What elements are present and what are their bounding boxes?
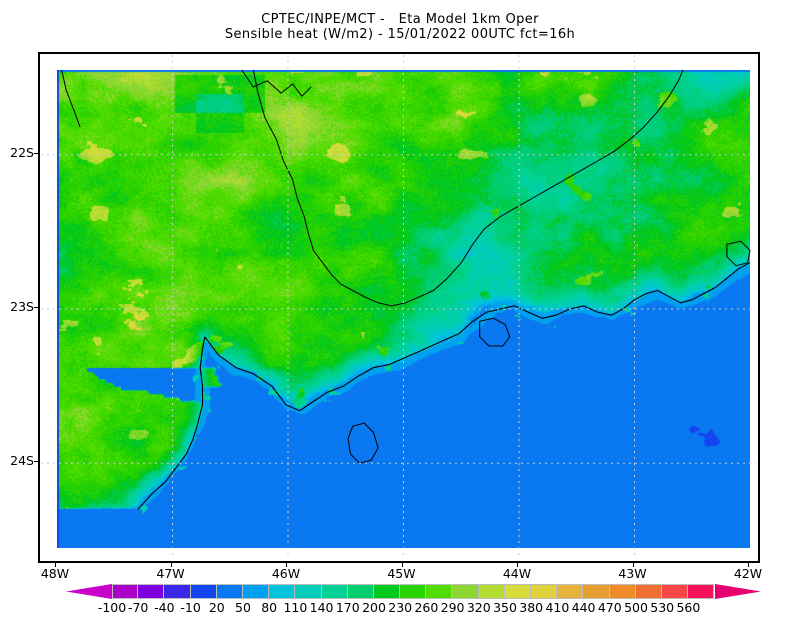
map-boundary-line xyxy=(347,422,379,464)
colorbar-tick-label: 260 xyxy=(414,600,439,615)
y-axis-tick-mark xyxy=(34,461,40,463)
colorbar-swatch xyxy=(242,584,270,599)
colorbar-swatch xyxy=(138,584,165,599)
colorbar-swatch xyxy=(295,584,322,599)
y-axis-tick-mark xyxy=(34,307,40,308)
x-axis-tick-label: 47W xyxy=(156,566,185,581)
x-axis-tick-mark xyxy=(55,561,56,567)
colorbar-swatch xyxy=(609,584,636,599)
colorbar-swatch xyxy=(347,584,374,599)
map-boundary-line xyxy=(726,240,751,267)
colorbar-tick-label: 530 xyxy=(650,600,675,615)
colorbar-swatch xyxy=(426,584,453,599)
colorbar-tick-label: 380 xyxy=(519,600,544,615)
x-axis-tick-label: 42W xyxy=(733,566,763,581)
x-axis-tick-mark xyxy=(632,561,634,567)
colorbar-high-arrow xyxy=(715,584,761,599)
colorbar-swatch xyxy=(216,584,243,599)
colorbar-labels: -100 -70 -40 -10 20 50 80 110 140 170 200 230 260 290… xyxy=(0,600,800,616)
colorbar-tick-label: 410 xyxy=(545,600,570,615)
x-axis-tick-mark xyxy=(170,561,172,567)
colorbar-tick-label: -40 xyxy=(154,600,175,615)
colorbar-tick-label: 290 xyxy=(440,600,465,615)
colorbar-tick-label: 170 xyxy=(335,600,360,615)
colorbar-tick-label: 80 xyxy=(261,600,278,615)
map-boundary-line xyxy=(479,317,511,347)
colorbar-tick-label: 320 xyxy=(466,600,491,615)
colorbar-tick-label: 200 xyxy=(362,600,386,615)
colorbar-tick-label: 500 xyxy=(624,600,648,615)
x-axis-tick-label: 43W xyxy=(618,566,647,581)
x-axis-tick-label: 48W xyxy=(40,566,70,581)
x-axis-tick-mark xyxy=(517,561,518,567)
map-boundary-line xyxy=(252,69,434,307)
map-boundary-line xyxy=(433,69,684,291)
colorbar-swatch xyxy=(373,584,401,599)
colorbar-tick-label: 140 xyxy=(309,600,334,615)
x-axis-tick-mark xyxy=(748,561,749,567)
colorbar-swatch xyxy=(190,584,217,599)
colorbar-swatch xyxy=(269,584,296,599)
colorbar-tick-label: 110 xyxy=(283,600,308,615)
title-line-2: Sensible heat (W/m2) - 15/01/2022 00UTC … xyxy=(224,27,576,42)
map-boundary-line xyxy=(61,69,81,128)
colorbar-swatch xyxy=(504,584,531,599)
title-line-1: CPTEC/INPE/MCT - Eta Model 1km Oper xyxy=(261,12,539,27)
colorbar-swatch xyxy=(688,584,715,599)
colorbar-swatch xyxy=(635,584,662,599)
y-axis-tick-label: 22S xyxy=(10,144,34,160)
colorbar-tick-label: 350 xyxy=(493,600,517,615)
map-plot-frame xyxy=(38,52,760,563)
colorbar-swatch xyxy=(164,584,191,599)
colorbar-tick-label: 20 xyxy=(208,600,225,615)
colorbar-swatch xyxy=(583,584,610,599)
map-boundary-line xyxy=(204,262,751,412)
map-boundary-line xyxy=(137,336,206,510)
colorbar-swatch xyxy=(400,584,427,599)
map-boundary-line xyxy=(241,69,312,97)
colorbar-swatch xyxy=(478,584,505,599)
colorbar-swatch xyxy=(557,584,584,599)
gridline-overlay xyxy=(41,55,756,559)
x-axis-tick-label: 46W xyxy=(271,566,301,581)
colorbar-tick-label: 50 xyxy=(235,600,251,615)
colorbar-swatch xyxy=(321,584,348,599)
colorbar-tick-label: -100 xyxy=(97,600,127,615)
colorbar-swatch xyxy=(112,584,139,599)
colorbar-swatch xyxy=(452,584,479,599)
colorbar-tick-label: 560 xyxy=(676,600,701,615)
geography-overlay xyxy=(61,69,751,510)
y-axis-tick-label: 24S xyxy=(10,453,34,469)
colorbar-swatch xyxy=(531,584,558,599)
x-axis-tick-mark xyxy=(401,561,403,567)
x-axis-tick-label: 45W xyxy=(387,566,416,581)
colorbar-tick-label: 230 xyxy=(388,600,413,615)
colorbar-tick-label: 440 xyxy=(571,600,596,615)
x-axis-tick-label: 44W xyxy=(502,566,532,581)
colorbar xyxy=(112,584,715,599)
colorbar-tick-label: -70 xyxy=(127,600,149,615)
y-axis-tick-label: 23S xyxy=(10,299,34,314)
y-axis-tick-mark xyxy=(34,152,40,154)
colorbar-tick-label: 470 xyxy=(597,600,622,615)
x-axis-tick-mark xyxy=(286,561,287,567)
colorbar-tick-label: -10 xyxy=(180,600,201,615)
colorbar-swatch xyxy=(661,584,689,599)
chart-title: CPTEC/INPE/MCT - Eta Model 1km Oper Sens… xyxy=(0,12,800,42)
colorbar-low-arrow xyxy=(66,584,112,599)
